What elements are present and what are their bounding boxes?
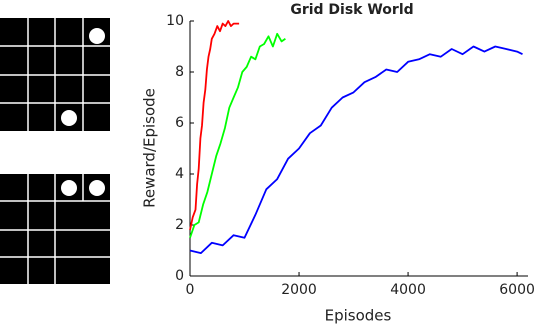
- chart-title: Grid Disk World: [290, 2, 413, 18]
- y-tick-label: 6: [175, 115, 184, 131]
- x-tick-label: 6000: [499, 282, 535, 298]
- series-line: [189, 32, 286, 239]
- grid-image-1: [0, 18, 110, 131]
- y-tick-label: 4: [175, 166, 184, 182]
- y-tick-label: 8: [175, 64, 184, 80]
- series-line: [189, 45, 523, 254]
- x-tick-label: 0: [186, 282, 195, 298]
- series-line: [189, 20, 240, 231]
- x-tick-label: 4000: [390, 282, 426, 298]
- y-tick-label: 10: [166, 13, 184, 29]
- x-axis-label: Episodes: [325, 307, 392, 325]
- y-axis-label: Reward/Episode: [141, 88, 159, 208]
- grid-image-2: [0, 174, 110, 284]
- y-tick-label: 0: [175, 268, 184, 284]
- x-tick-label: 2000: [281, 282, 317, 298]
- y-tick-label: 2: [175, 217, 184, 233]
